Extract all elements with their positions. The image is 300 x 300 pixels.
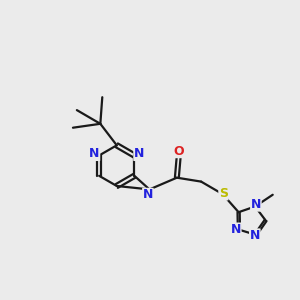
Text: N: N	[250, 229, 260, 242]
Text: O: O	[173, 145, 184, 158]
Text: N: N	[134, 147, 144, 161]
Text: N: N	[89, 147, 100, 161]
Text: S: S	[219, 187, 228, 200]
Text: N: N	[251, 198, 261, 211]
Text: N: N	[143, 188, 153, 201]
Text: N: N	[231, 223, 241, 236]
